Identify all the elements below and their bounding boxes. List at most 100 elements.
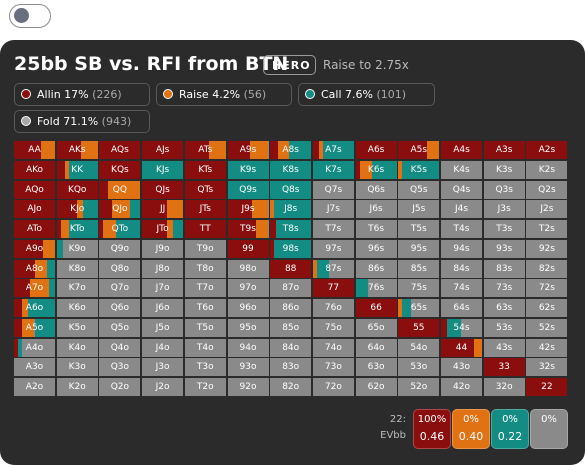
hand-cell-T9o[interactable]: T9o [184,239,226,258]
hand-cell-T4o[interactable]: T4o [184,338,226,357]
hand-cell-KQo[interactable]: KQo [56,180,98,199]
hand-cell-Q3s[interactable]: Q3s [483,180,525,199]
hand-cell-K5o[interactable]: K5o [56,318,98,337]
hand-cell-J7s[interactable]: J7s [312,200,354,219]
hand-cell-A9s[interactable]: A9s [227,141,269,159]
hand-cell-93s[interactable]: 93s [483,239,525,258]
hand-cell-J5s[interactable]: J5s [398,200,440,219]
hand-cell-QJs[interactable]: QJs [142,180,184,199]
hand-cell-A2o[interactable]: A2o [14,378,55,396]
hand-cell-T8o[interactable]: T8o [184,259,226,278]
hand-cell-55[interactable]: 55 [398,318,440,337]
hand-cell-AKs[interactable]: AKs [56,141,98,159]
hand-cell-32s[interactable]: 32s [526,358,568,377]
hand-cell-J6s[interactable]: J6s [355,200,397,219]
hand-cell-92s[interactable]: 92s [526,239,568,258]
hand-cell-74s[interactable]: 74s [441,279,482,298]
hand-cell-T7s[interactable]: T7s [312,220,354,238]
hand-cell-99[interactable]: 99 [227,239,269,258]
hand-cell-K3s[interactable]: K3s [483,160,525,179]
hand-cell-ATs[interactable]: ATs [184,141,226,159]
hand-cell-82o[interactable]: 82o [270,378,312,396]
hand-cell-K7s[interactable]: K7s [312,160,354,179]
hand-cell-A4s[interactable]: A4s [441,141,482,159]
hand-cell-T5o[interactable]: T5o [184,318,226,337]
hand-cell-J7o[interactable]: J7o [142,279,184,298]
hand-cell-65s[interactable]: 65s [398,299,440,317]
hand-cell-76o[interactable]: 76o [312,299,354,317]
hand-cell-AQo[interactable]: AQo [14,180,55,199]
hand-cell-94o[interactable]: 94o [227,338,269,357]
hand-cell-43o[interactable]: 43o [441,358,482,377]
hand-cell-74o[interactable]: 74o [312,338,354,357]
hand-cell-88[interactable]: 88 [270,259,312,278]
hand-cell-32o[interactable]: 32o [483,378,525,396]
hand-cell-J8s[interactable]: J8s [270,200,312,219]
hand-cell-62o[interactable]: 62o [355,378,397,396]
hand-cell-96s[interactable]: 96s [355,239,397,258]
hand-cell-K4o[interactable]: K4o [56,338,98,357]
hand-cell-A9o[interactable]: A9o [14,239,55,258]
hand-cell-Q9s[interactable]: Q9s [227,180,269,199]
hand-cell-Q4s[interactable]: Q4s [441,180,482,199]
hand-cell-52s[interactable]: 52s [526,318,568,337]
hand-cell-TT[interactable]: TT [184,220,226,238]
hand-cell-ATo[interactable]: ATo [14,220,55,238]
hand-cell-44[interactable]: 44 [441,338,482,357]
hand-cell-64s[interactable]: 64s [441,299,482,317]
hand-cell-QTo[interactable]: QTo [99,220,141,238]
hand-cell-84o[interactable]: 84o [270,338,312,357]
hand-cell-96o[interactable]: 96o [227,299,269,317]
hand-cell-T2s[interactable]: T2s [526,220,568,238]
hand-cell-52o[interactable]: 52o [398,378,440,396]
hand-cell-KQs[interactable]: KQs [99,160,141,179]
hand-cell-63o[interactable]: 63o [355,358,397,377]
hand-cell-87s[interactable]: 87s [312,259,354,278]
hand-cell-Q7s[interactable]: Q7s [312,180,354,199]
hand-cell-85s[interactable]: 85s [398,259,440,278]
hand-cell-T4s[interactable]: T4s [441,220,482,238]
hand-cell-87o[interactable]: 87o [270,279,312,298]
hand-cell-KK[interactable]: KK [56,160,98,179]
hand-cell-Q5s[interactable]: Q5s [398,180,440,199]
hand-cell-QTs[interactable]: QTs [184,180,226,199]
legend-fold[interactable]: Fold 71.1% (943) [14,110,150,133]
hand-cell-72o[interactable]: 72o [312,378,354,396]
hand-cell-Q2o[interactable]: Q2o [99,378,141,396]
hand-cell-KTo[interactable]: KTo [56,220,98,238]
hand-cell-83s[interactable]: 83s [483,259,525,278]
hand-cell-63s[interactable]: 63s [483,299,525,317]
hand-cell-J2o[interactable]: J2o [142,378,184,396]
hand-cell-95o[interactable]: 95o [227,318,269,337]
hand-cell-J9o[interactable]: J9o [142,239,184,258]
hand-cell-T6s[interactable]: T6s [355,220,397,238]
hand-cell-T6o[interactable]: T6o [184,299,226,317]
hand-cell-J8o[interactable]: J8o [142,259,184,278]
hand-cell-T3o[interactable]: T3o [184,358,226,377]
hand-cell-A8s[interactable]: A8s [270,141,312,159]
hand-cell-KTs[interactable]: KTs [184,160,226,179]
hand-cell-62s[interactable]: 62s [526,299,568,317]
hand-cell-22[interactable]: 22 [526,378,568,396]
hand-cell-75s[interactable]: 75s [398,279,440,298]
hand-cell-K3o[interactable]: K3o [56,358,98,377]
legend-call[interactable]: Call 7.6% (101) [298,83,435,106]
hand-cell-82s[interactable]: 82s [526,259,568,278]
hand-cell-Q8s[interactable]: Q8s [270,180,312,199]
legend-allin[interactable]: Allin 17% (226) [14,83,150,106]
hand-cell-98s[interactable]: 98s [270,239,312,258]
hand-cell-94s[interactable]: 94s [441,239,482,258]
hand-cell-A8o[interactable]: A8o [14,259,55,278]
hand-cell-J2s[interactable]: J2s [526,200,568,219]
hand-cell-Q5o[interactable]: Q5o [99,318,141,337]
hand-cell-A6o[interactable]: A6o [14,299,55,317]
hand-cell-86o[interactable]: 86o [270,299,312,317]
hand-cell-A3o[interactable]: A3o [14,358,55,377]
hand-cell-92o[interactable]: 92o [227,378,269,396]
hand-cell-T3s[interactable]: T3s [483,220,525,238]
hand-cell-A4o[interactable]: A4o [14,338,55,357]
hand-cell-J3o[interactable]: J3o [142,358,184,377]
hand-cell-93o[interactable]: 93o [227,358,269,377]
hand-cell-K7o[interactable]: K7o [56,279,98,298]
hand-cell-Q6o[interactable]: Q6o [99,299,141,317]
